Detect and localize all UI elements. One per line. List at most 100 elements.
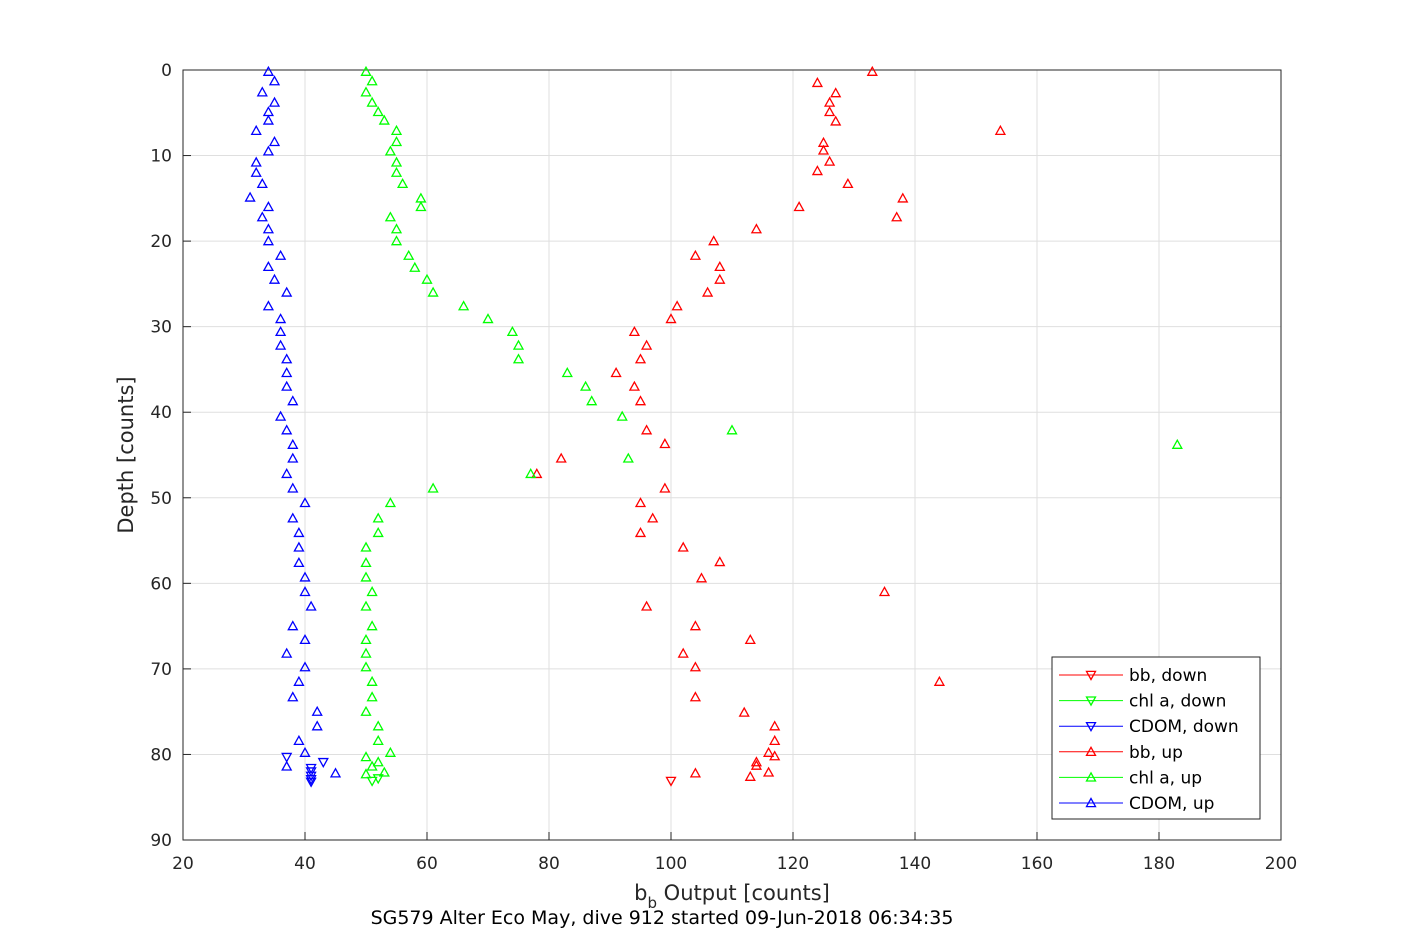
data-point [586, 395, 598, 406]
y-tick-label: 30 [150, 318, 172, 338]
data-point [366, 75, 378, 86]
data-point [671, 300, 683, 311]
data-point [281, 286, 293, 297]
data-point [762, 766, 775, 777]
data-point [256, 211, 268, 222]
data-point [281, 353, 293, 364]
y-axis-label: Depth [counts] [114, 376, 138, 533]
data-point [287, 482, 299, 493]
data-point [360, 751, 372, 762]
data-point [866, 65, 878, 76]
data-point [366, 586, 378, 597]
data-point [689, 661, 702, 672]
data-point [372, 734, 384, 746]
data-point [390, 124, 403, 135]
data-point [769, 750, 781, 761]
x-tick-label: 180 [1143, 854, 1175, 874]
series-bb-up [531, 65, 1007, 781]
data-point [665, 313, 677, 324]
data-point [293, 675, 305, 686]
data-point [256, 177, 268, 189]
data-point [262, 223, 275, 234]
data-point [360, 661, 372, 672]
data-point [659, 438, 671, 449]
data-point [634, 527, 647, 538]
legend-label: chl a, down [1129, 692, 1226, 712]
legend-label: CDOM, down [1129, 717, 1239, 737]
data-point [305, 763, 317, 774]
data-point [897, 192, 909, 203]
data-point [689, 620, 702, 631]
data-point [372, 512, 384, 523]
data-point [640, 600, 653, 611]
data-point [726, 424, 738, 435]
data-point [256, 86, 268, 97]
data-point [531, 467, 543, 479]
data-point [634, 395, 647, 406]
data-point [305, 600, 317, 611]
data-point [634, 353, 647, 364]
data-point [390, 136, 403, 147]
data-point [287, 512, 299, 523]
data-point [262, 145, 275, 156]
data-point [299, 746, 311, 757]
data-point [268, 75, 281, 86]
data-point [390, 166, 403, 177]
y-tick-label: 50 [150, 489, 172, 509]
data-point [830, 115, 842, 126]
series-bb-down [665, 776, 677, 787]
legend-label: bb, down [1129, 666, 1207, 686]
data-point [378, 114, 390, 125]
data-point [317, 757, 329, 768]
data-point [281, 367, 293, 378]
data-point [360, 705, 372, 716]
data-point [305, 767, 317, 778]
data-point [628, 325, 641, 337]
data-point [268, 136, 281, 147]
axes-box [182, 69, 1282, 841]
data-point [793, 201, 805, 212]
data-point [262, 201, 275, 212]
data-point [360, 65, 372, 76]
series-chl-a-down [366, 774, 384, 787]
legend-marker [1085, 771, 1097, 782]
x-tick-label: 20 [172, 854, 194, 874]
legend-marker [1085, 696, 1097, 707]
data-point [274, 325, 287, 337]
data-point [616, 410, 628, 421]
x-tick-label: 100 [655, 854, 687, 874]
data-point [293, 734, 305, 746]
data-point [287, 438, 299, 449]
data-point [421, 273, 433, 284]
data-point [762, 746, 775, 757]
data-point [409, 261, 421, 272]
data-point [366, 96, 378, 107]
data-point [281, 752, 293, 763]
data-point [360, 600, 372, 611]
y-tick-label: 0 [161, 61, 172, 81]
data-point [689, 691, 702, 702]
series-cdom-up [244, 65, 342, 778]
data-point [299, 571, 311, 582]
data-point [744, 770, 756, 781]
data-point [415, 201, 427, 212]
data-point [366, 675, 378, 686]
data-point [708, 235, 720, 246]
y-axis-ticks: 0 10 20 30 40 50 60 70 80 90 [150, 61, 191, 851]
legend-marker [1085, 797, 1097, 808]
data-point [647, 512, 659, 523]
data-point [403, 249, 415, 260]
data-point [750, 759, 763, 770]
data-point [372, 527, 384, 538]
data-point [823, 106, 836, 117]
data-point [891, 211, 903, 222]
x-tick-label: 40 [294, 854, 316, 874]
data-point [366, 691, 378, 702]
data-point [689, 767, 702, 778]
data-point [372, 106, 384, 117]
data-point [360, 86, 372, 97]
x-axis-ticks: 20 40 60 80 100 120 140 160 180 200 [172, 832, 1297, 874]
data-point [677, 541, 689, 552]
data-point [384, 497, 397, 508]
data-point [299, 497, 311, 508]
